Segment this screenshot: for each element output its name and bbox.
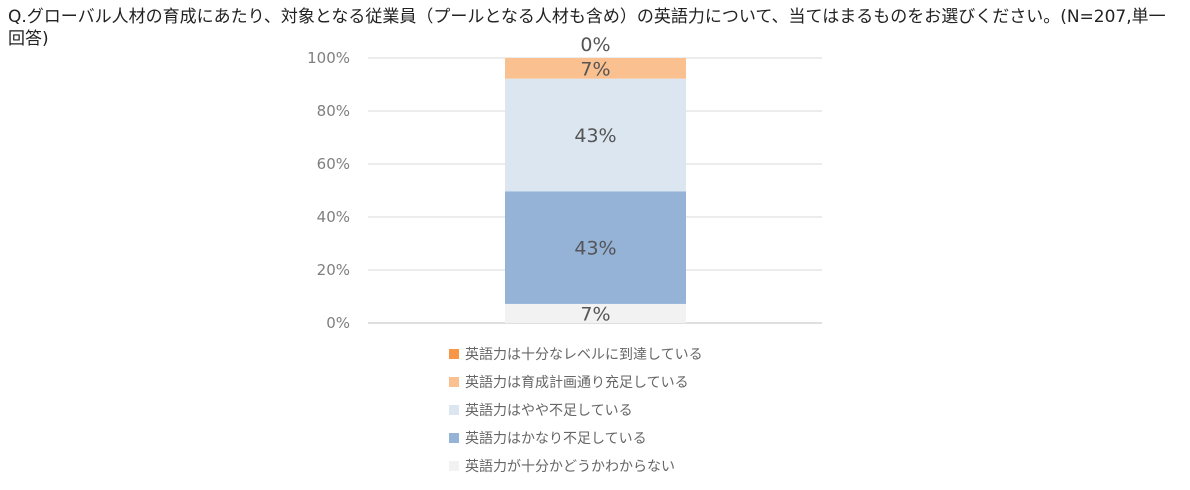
legend-label: 英語力はかなり不足している [465, 430, 647, 447]
legend-label: 英語力は育成計画通り充足している [465, 374, 689, 391]
legend-label: 英語力はやや不足している [465, 402, 633, 419]
bar-segment [505, 191, 686, 304]
y-tick-label: 40% [317, 208, 350, 226]
legend-swatch [449, 349, 459, 359]
data-label: 0% [580, 34, 610, 56]
legend-label: 英語力が十分かどうかわからない [465, 458, 675, 475]
data-label: 7% [580, 58, 610, 80]
legend-swatch [449, 433, 459, 443]
data-label: 7% [580, 303, 610, 325]
bar-segment [505, 78, 686, 192]
y-tick-label: 100% [307, 49, 350, 67]
legend-swatch [449, 461, 459, 471]
y-tick-label: 60% [317, 155, 350, 173]
y-tick-label: 20% [317, 261, 350, 279]
bar-segment [505, 58, 686, 79]
data-label: 43% [574, 125, 616, 147]
question-text: Q.グローバル人材の育成にあたり、対象となる従業員（プールとなる人材も含め）の英… [8, 7, 1166, 49]
bar-segment [505, 303, 686, 323]
data-label: 43% [574, 238, 616, 260]
legend-label: 英語力は十分なレベルに到達している [465, 346, 703, 363]
legend-swatch [449, 377, 459, 387]
legend-swatch [449, 405, 459, 415]
y-tick-label: 0% [326, 314, 350, 332]
y-tick-label: 80% [317, 102, 350, 120]
